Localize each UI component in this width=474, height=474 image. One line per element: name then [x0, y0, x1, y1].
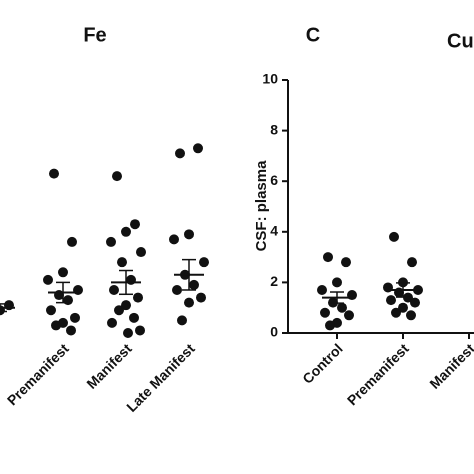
dot	[391, 307, 401, 318]
dot	[398, 302, 408, 313]
dot	[344, 310, 354, 321]
dot	[106, 236, 116, 247]
dot	[320, 307, 330, 318]
x-tick-label: Premanifest	[344, 340, 412, 408]
x-tick-label: Manifest	[426, 340, 474, 392]
panel-label: C	[306, 24, 320, 46]
x-tick-label: Manifest	[83, 340, 135, 392]
dot	[51, 320, 61, 331]
x-tick-label: Premanifest	[4, 340, 72, 408]
dot	[323, 252, 333, 263]
dot	[196, 292, 206, 303]
chart-title: Fe	[83, 24, 106, 46]
dot	[136, 247, 146, 258]
dot	[133, 292, 143, 303]
dot	[184, 297, 194, 308]
y-tick-label: 4	[270, 223, 278, 239]
dot	[66, 325, 76, 336]
y-tick-label: 6	[270, 172, 278, 188]
dot	[112, 171, 122, 182]
y-tick-label: 0	[270, 324, 278, 340]
dot	[325, 320, 335, 331]
dot	[332, 277, 342, 288]
dot	[406, 310, 416, 321]
y-axis-title: CSF: plasma	[253, 160, 270, 252]
dot	[46, 305, 56, 316]
dot	[121, 300, 131, 311]
dot	[130, 219, 140, 230]
dot	[199, 257, 209, 268]
dot	[117, 257, 127, 268]
dot	[184, 229, 194, 240]
dot	[43, 274, 53, 285]
y-tick-label: 10	[262, 71, 278, 87]
x-tick-label: Control	[299, 340, 346, 387]
dot	[114, 305, 124, 316]
dot	[175, 148, 185, 159]
dot	[70, 312, 80, 323]
dot	[169, 234, 179, 245]
dot	[121, 226, 131, 237]
dot	[109, 284, 119, 295]
dot	[67, 236, 77, 247]
dot	[63, 295, 73, 306]
dot	[389, 231, 399, 242]
dot	[337, 302, 347, 313]
dot	[407, 257, 417, 268]
chart-title: Cu	[447, 30, 474, 52]
dot	[123, 328, 133, 338]
dot	[193, 143, 203, 154]
dot	[189, 279, 199, 290]
dot	[135, 325, 145, 336]
dot	[177, 315, 187, 326]
dot	[58, 267, 68, 278]
y-tick-label: 8	[270, 121, 278, 137]
dot	[107, 317, 117, 328]
dot	[410, 297, 420, 308]
dot	[172, 284, 182, 295]
dot	[129, 312, 139, 323]
y-tick-label: 2	[270, 273, 278, 289]
dot	[49, 168, 59, 179]
dot	[386, 295, 396, 306]
dot	[317, 284, 327, 295]
dot	[341, 257, 351, 268]
